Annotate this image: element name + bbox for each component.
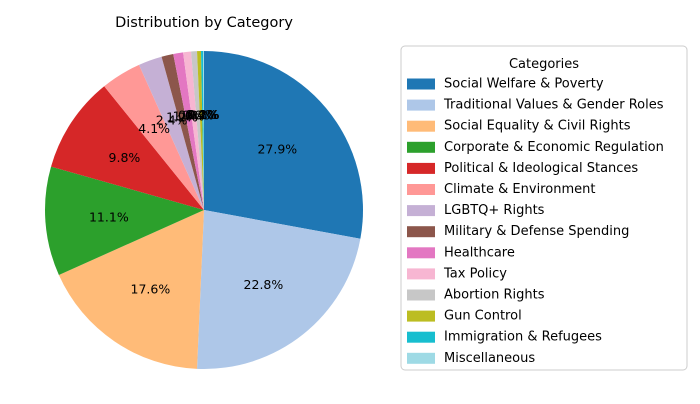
legend-swatch-14 [407,352,435,364]
pie-slice-11 [191,51,204,210]
legend-label-10: Tax Policy [443,266,507,281]
legend-item: Traditional Values & Gender Roles [407,98,664,113]
pie-slice-8 [161,54,204,210]
legend-item: LGBTQ+ Rights [407,203,545,218]
legend-label-7: LGBTQ+ Rights [444,203,545,218]
pie-slice-12 [197,51,204,211]
legend-label-6: Climate & Environment [444,182,595,197]
pie-percent-label-2: 22.8% [244,277,284,292]
pie-slice-2 [197,210,361,369]
legend-label-3: Social Equality & Civil Rights [444,119,631,134]
legend-swatch-13 [407,331,435,343]
legend-swatch-12 [407,310,435,322]
legend-label-2: Traditional Values & Gender Roles [443,98,664,113]
legend-swatch-8 [407,226,435,238]
legend-swatch-10 [407,268,435,280]
pie-slice-5 [51,86,205,210]
legend-item: Corporate & Economic Regulation [407,140,664,155]
legend-label-5: Political & Ideological Stances [444,161,638,176]
legend-label-9: Healthcare [444,245,515,260]
pie-percent-label-1: 27.9% [257,141,297,156]
legend-label-12: Gun Control [444,309,522,324]
legend-swatch-3 [407,120,435,132]
pie-percent-label-4: 11.1% [89,209,129,224]
legend-label-4: Corporate & Economic Regulation [444,140,664,155]
legend-items: Social Welfare & Poverty Traditional Valu… [407,77,664,366]
pie-percent-label-6: 4.1% [138,121,170,136]
legend-swatch-2 [407,99,435,111]
pie-percent-labels: 27.9% 22.8% 17.6% 11.1% 9.8% 4.1%2.4%1.2%1.0%… [89,107,297,296]
legend-swatch-6 [407,184,435,195]
legend-frame [400,45,688,371]
legend-swatch-9 [407,247,435,259]
legend-item: Social Welfare & Poverty [407,77,604,92]
pie-slice-10 [183,51,204,210]
legend-item: Tax Policy [407,266,507,281]
legend-item: Political & Ideological Stances [407,161,638,176]
pie-slice-7 [139,56,204,210]
pie-slice-4 [44,166,204,275]
legend-item: Climate & Environment [407,182,595,197]
pie-percent-label-13: 0.2% [187,107,219,122]
legend-item: Immigration & Refugees [407,330,602,345]
legend-swatch-5 [407,162,435,174]
legend: Categories Social Welfare & Poverty Tradi… [400,45,688,371]
legend-item: Abortion Rights [407,288,545,303]
legend-title: Categories [509,57,579,72]
pie-slice-1 [204,51,363,239]
pie-slice-14 [203,51,204,210]
pie-percent-label-8: 1.2% [166,110,198,125]
pie-percent-label-3: 17.6% [131,281,171,296]
legend-label-8: Military & Defense Spending [444,224,629,239]
legend-item: Gun Control [407,309,522,324]
legend-item: Miscellaneous [407,351,535,366]
legend-swatch-11 [407,289,435,301]
legend-item: Social Equality & Civil Rights [407,119,631,134]
legend-swatch-1 [407,78,435,90]
legend-item: Military & Defense Spending [407,224,629,239]
pie-slice-3 [58,210,205,369]
pie-slice-13 [201,51,204,210]
legend-swatch-7 [407,205,435,217]
legend-swatch-4 [407,141,435,153]
pie-slice-6 [104,64,204,210]
pie-percent-label-5: 9.8% [109,150,141,165]
legend-label-1: Social Welfare & Poverty [444,77,604,92]
pie-percent-label-7: 2.4% [156,113,188,128]
pie-percent-label-12: 0.4% [185,107,217,122]
pie-percent-label-11: 0.6% [182,107,214,122]
pie-slices [44,51,363,369]
chart-title: Distribution by Category [115,15,293,31]
pie-slice-9 [173,52,204,211]
pie-percent-label-10: 0.8% [178,108,210,123]
legend-label-13: Immigration & Refugees [444,330,602,345]
legend-label-11: Abortion Rights [444,288,545,303]
legend-item: Healthcare [407,245,515,260]
pie-percent-label-14: 0.1% [188,107,220,122]
legend-label-14: Miscellaneous [444,351,535,366]
pie-percent-label-9: 1.0% [173,108,205,123]
